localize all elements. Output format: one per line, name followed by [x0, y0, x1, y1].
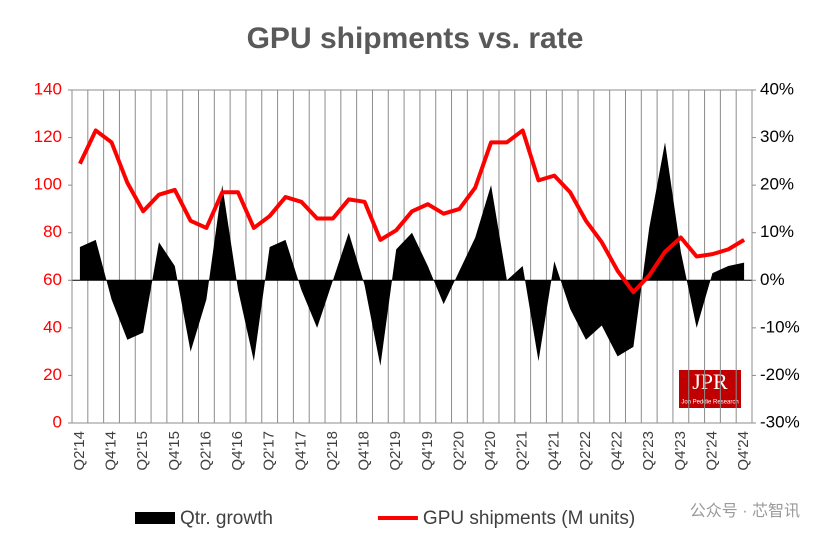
y2-tick-label: 40% [760, 79, 794, 98]
x-tick-label: Q4'15 [166, 431, 183, 471]
x-tick-label: Q2'15 [134, 431, 151, 471]
x-tick-label: Q2'20 [450, 431, 467, 471]
y-tick-label: 100 [34, 175, 62, 194]
area [79, 142, 745, 366]
y-tick-label: 120 [34, 127, 62, 146]
watermark: 公众号 · 芯智讯 [690, 502, 800, 520]
y2-tick-label: -30% [760, 412, 800, 431]
x-tick-label: Q2'23 [640, 431, 657, 471]
y-tick-label: 40 [43, 317, 62, 336]
x-tick-label: Q4'19 [419, 431, 436, 471]
y2-tick-label: 0% [760, 270, 785, 289]
x-tick-label: Q2'22 [577, 431, 594, 471]
y2-tick-label: 20% [760, 175, 794, 194]
y-tick-label: 60 [43, 270, 62, 289]
x-tick-label: Q4'21 [545, 431, 562, 471]
x-tick-label: Q2'16 [197, 431, 214, 471]
x-tick-label: Q4'17 [292, 431, 309, 471]
x-tick-label: Q2'18 [324, 431, 341, 471]
y2-tick-label: 10% [760, 222, 794, 241]
x-tick-label: Q4'20 [482, 431, 499, 471]
logo-subtitle: Jon Peddie Research [681, 400, 738, 406]
y-tick-label: 80 [43, 222, 62, 241]
legend-label: GPU shipments (M units) [423, 508, 635, 529]
x-tick-label: Q4'24 [735, 431, 752, 471]
x-tick-label: Q2'24 [703, 431, 720, 471]
x-tick-label: Q4'16 [229, 431, 246, 471]
plot-border [71, 89, 753, 424]
x-tick-label: Q2'17 [261, 431, 278, 471]
logo-box [679, 370, 741, 408]
legend-swatch [135, 512, 175, 524]
y2-tick-label: -20% [760, 365, 800, 384]
x-tick-label: Q2'21 [514, 431, 531, 471]
y-tick-label: 140 [34, 79, 62, 98]
y-tick-label: 0 [53, 412, 62, 431]
line [78, 128, 746, 295]
logo: JPR Jon Peddie Research [679, 369, 741, 408]
x-tick-label: Q4'18 [356, 431, 373, 471]
y2-tick-label: 30% [760, 127, 794, 146]
x-tick-label: Q4'23 [672, 431, 689, 471]
legend-label: Qtr. growth [180, 508, 273, 529]
logo-title: JPR [692, 369, 728, 394]
y2-tick-label: -10% [760, 317, 800, 336]
chart-title: GPU shipments vs. rate [247, 22, 584, 55]
y-tick-label: 20 [43, 365, 62, 384]
x-tick-label: Q4'22 [609, 431, 626, 471]
x-tick-label: Q2'14 [71, 431, 88, 471]
x-tick-label: Q4'14 [103, 431, 120, 471]
x-tick-label: Q2'19 [387, 431, 404, 471]
